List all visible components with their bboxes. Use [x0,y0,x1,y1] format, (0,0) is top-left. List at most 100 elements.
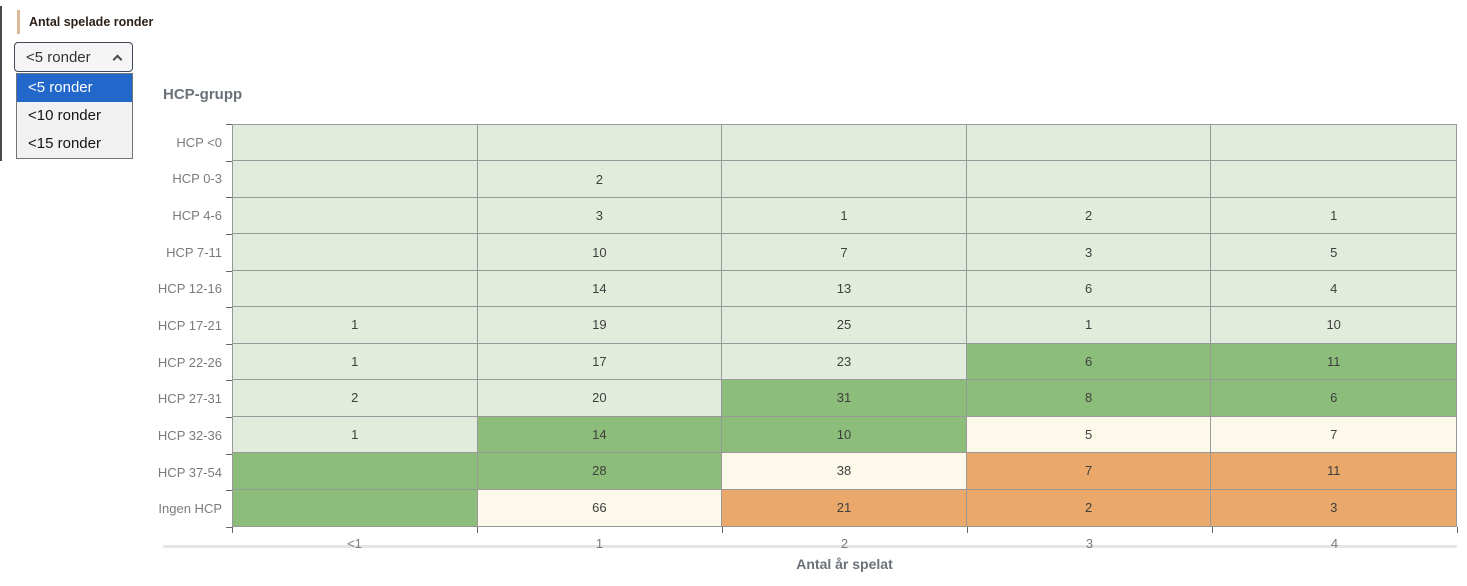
heatmap-cell[interactable]: 3 [477,197,723,235]
heatmap-cell[interactable]: 1 [233,307,478,344]
heatmap-cell[interactable]: 5 [1211,234,1456,271]
x-axis-tick-mark [1212,527,1213,533]
dropdown-option[interactable]: <10 ronder [28,107,101,124]
heatmap-cell[interactable]: 66 [477,489,723,526]
heatmap-cell[interactable] [233,161,478,198]
heatmap-cell[interactable] [1211,161,1456,198]
heatmap-cell[interactable]: 3 [1211,489,1456,526]
dropdown-option[interactable]: <15 ronder [28,135,101,152]
heatmap-cell[interactable]: 20 [477,380,723,417]
panel-edge-divider [0,6,2,161]
heatmap-cell[interactable] [722,125,967,162]
heatmap-cell[interactable]: 1 [1211,197,1456,235]
heatmap-cell[interactable] [233,125,478,162]
heatmap-cell[interactable]: 6 [966,343,1212,381]
heatmap-cell[interactable]: 1 [233,416,478,454]
heatmap-cell[interactable]: 2 [966,489,1212,526]
heatmap-cell[interactable]: 1 [233,343,478,381]
dropdown-option[interactable]: <5 ronder [17,74,132,102]
y-axis-tick-mark [226,271,232,272]
y-axis-tick-mark [226,344,232,345]
y-axis-tick-mark [226,124,232,125]
rounds-filter-select[interactable]: <5 ronder [14,42,133,72]
heatmap-cell[interactable]: 38 [722,453,967,490]
heatmap-cell[interactable]: 13 [722,270,967,308]
y-axis-tick-label: HCP 17-21 [157,317,222,333]
heatmap-cell[interactable]: 2 [477,161,723,198]
y-axis-tick-mark [226,197,232,198]
y-axis-tick-mark [226,417,232,418]
y-axis-tick-label: HCP 37-54 [157,464,222,480]
y-axis-tick-mark [226,454,232,455]
heatmap-cell[interactable]: 5 [966,416,1212,454]
heatmap-cell[interactable]: 2 [233,380,478,417]
heatmap-cell[interactable] [1211,125,1456,162]
heatmap-cell[interactable]: 8 [966,380,1212,417]
heatmap-cell[interactable]: 25 [722,307,967,344]
y-axis-title: HCP-grupp [163,86,243,103]
heatmap-cell[interactable]: 7 [966,453,1212,490]
x-axis-tick-mark [1457,527,1458,533]
y-axis-tick-label: HCP <0 [176,134,222,150]
heatmap-cell[interactable]: 10 [477,234,723,271]
heatmap-cell[interactable] [233,453,478,490]
heatmap-cell[interactable]: 21 [722,489,967,526]
y-axis-tick-label: HCP 7-11 [166,244,222,260]
heatmap-cell[interactable]: 23 [722,343,967,381]
heatmap-cell[interactable]: 6 [966,270,1212,308]
heatmap-cell[interactable]: 1 [722,197,967,235]
y-axis-tick-label: HCP 32-36 [157,427,222,443]
heatmap-cell[interactable] [233,234,478,271]
heatmap-cell[interactable] [233,197,478,235]
y-axis-tick-mark [226,380,232,381]
x-axis-tick-label: 1 [595,536,604,551]
heatmap-cell[interactable] [233,270,478,308]
heatmap-cell[interactable]: 1 [966,307,1212,344]
rounds-filter-dropdown-list: <5 ronder <10 ronder <15 ronder [16,73,133,159]
y-axis-tick-label: HCP 27-31 [157,391,222,407]
x-axis-tick-mark [722,527,723,533]
heatmap-cell[interactable] [966,161,1212,198]
heatmap-grid: 2 3 1 2 1 10 7 3 5 14 13 6 4 1 19 25 1 10 1 17 23 6 11 2 20 31 8 6 1… [232,124,1457,527]
y-axis-tick-mark [226,490,232,491]
x-axis-tick-label: 2 [840,536,849,551]
heatmap-cell[interactable]: 14 [477,416,723,454]
heatmap-cell[interactable]: 10 [722,416,967,454]
y-axis-tick-mark [226,307,232,308]
heatmap-cell[interactable]: 11 [1211,343,1456,381]
heatmap-cell[interactable]: 11 [1211,453,1456,490]
heatmap-cell[interactable] [722,161,967,198]
heatmap-cell[interactable]: 4 [1211,270,1456,308]
heatmap-cell[interactable]: 17 [477,343,723,381]
heatmap-cell[interactable]: 10 [1211,307,1456,344]
heatmap-cell[interactable]: 7 [1211,416,1456,454]
x-axis-labels: <1 1 2 3 4 [232,536,1457,551]
x-axis-tick-mark [477,527,478,533]
y-axis-tick-label: HCP 4-6 [172,208,222,224]
y-axis-tick-mark [226,161,232,162]
heatmap-cell[interactable] [233,489,478,526]
y-axis-tick-label: HCP 22-26 [157,354,222,370]
y-axis-tick-label: HCP 12-16 [157,281,222,297]
heatmap-cell[interactable]: 2 [966,197,1212,235]
x-axis-tick-mark [232,527,233,533]
horizontal-scrollbar-track[interactable] [163,545,1457,548]
heatmap-cell[interactable]: 19 [477,307,723,344]
heatmap-cell[interactable] [477,125,723,162]
x-axis-tick-mark [967,527,968,533]
slicer-title: Antal spelade ronder [29,15,154,29]
x-axis-tick-label: 4 [1330,536,1339,551]
heatmap-cell[interactable]: 6 [1211,380,1456,417]
chevron-up-icon [112,54,123,64]
heatmap-cell[interactable] [966,125,1212,162]
y-axis-tick-label: HCP 0-3 [172,171,222,187]
y-axis-labels: HCP <0 HCP 0-3 HCP 4-6 HCP 7-11 HCP 12-16 HCP… [40,124,222,527]
heatmap-cell[interactable]: 28 [477,453,723,490]
x-axis-tick-label: <1 [347,536,362,551]
heatmap-cell[interactable]: 31 [722,380,967,417]
x-axis-title: Antal år spelat [796,556,893,572]
heatmap-cell[interactable]: 7 [722,234,967,271]
heatmap-cell[interactable]: 3 [966,234,1212,271]
heatmap-cell[interactable]: 14 [477,270,723,308]
